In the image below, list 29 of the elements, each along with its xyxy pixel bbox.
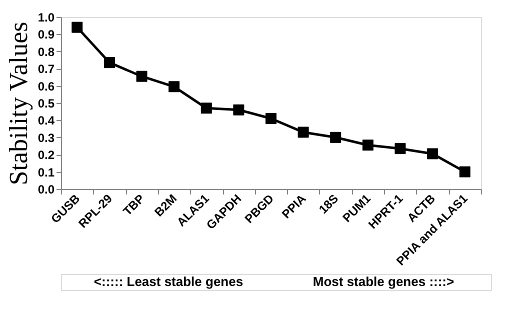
point [200,102,212,114]
y-tick-label: 0.0 [38,182,55,196]
point [104,57,115,68]
point [266,112,276,124]
y-tick-label: 0.2 [38,148,55,162]
x-tick-label: 18S [316,192,342,217]
point [362,140,374,151]
point [459,166,470,178]
y-tick-label: 0.7 [38,62,55,76]
text: <::::: Least stable genes [94,274,244,289]
point [427,148,438,160]
y-axis-title: Stability Values [4,22,33,186]
point [298,126,309,138]
point [136,70,148,82]
y-tick-label: 0.4 [38,114,55,128]
point [394,143,406,154]
point [72,22,83,33]
y-tick-label: 0.6 [38,79,55,94]
text: Most stable genes ::::> [312,274,455,289]
y-tick-label: 0.9 [38,28,55,42]
y-tick-label: 0.8 [38,44,55,59]
y-tick-label: 0.1 [38,165,55,180]
point [330,132,342,143]
x-tick-label: TBP [120,192,148,218]
y-tick-label: 1.0 [38,10,55,24]
point [168,81,180,92]
y-tick-label: 0.5 [38,96,55,110]
y-tick-label: 0.3 [38,130,55,145]
point [233,104,244,116]
